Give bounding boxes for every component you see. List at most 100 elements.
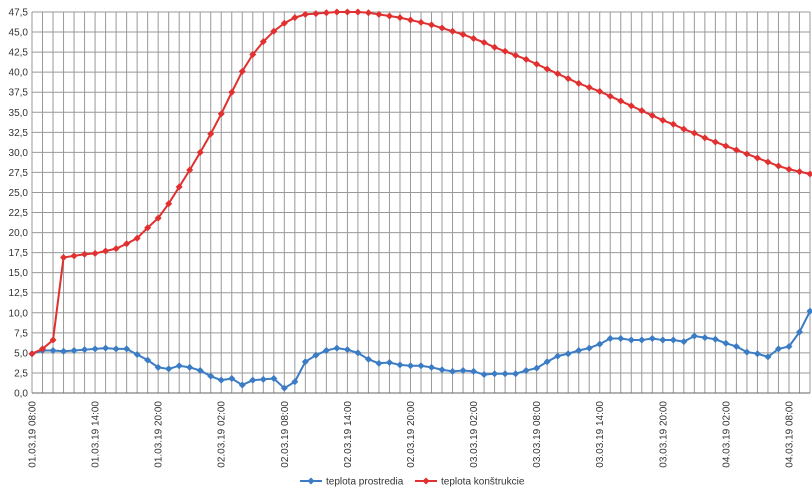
point xyxy=(438,366,446,374)
point xyxy=(669,336,677,344)
point xyxy=(144,356,152,364)
y-tick-label: 40,0 xyxy=(9,68,29,79)
legend-label: teplota prostredia xyxy=(326,477,404,488)
point xyxy=(617,334,625,342)
point xyxy=(175,362,183,370)
y-tick-label: 32,5 xyxy=(9,128,29,139)
point xyxy=(49,336,57,344)
point xyxy=(417,362,425,370)
point xyxy=(207,130,215,138)
point xyxy=(291,14,299,22)
y-tick-label: 22,5 xyxy=(9,208,29,219)
point xyxy=(270,375,278,383)
y-tick-label: 25,0 xyxy=(9,188,29,199)
y-tick-label: 20,0 xyxy=(9,228,29,239)
point xyxy=(186,166,194,174)
point xyxy=(806,170,812,178)
x-tick-label: 04.03.19 08:00 xyxy=(784,401,795,468)
point xyxy=(680,338,688,346)
point xyxy=(249,376,257,384)
point xyxy=(627,336,635,344)
x-tick-label: 03.03.19 08:00 xyxy=(532,401,543,468)
point xyxy=(102,247,110,255)
x-tick-label: 03.03.19 20:00 xyxy=(658,401,669,468)
point xyxy=(690,332,698,340)
point xyxy=(186,363,194,371)
point xyxy=(774,345,782,353)
point xyxy=(585,344,593,352)
point xyxy=(238,381,246,389)
point xyxy=(428,363,436,371)
point xyxy=(375,10,383,18)
point xyxy=(196,148,204,156)
point xyxy=(70,346,78,354)
point xyxy=(207,372,215,380)
y-tick-label: 17,5 xyxy=(9,248,29,259)
point xyxy=(606,92,614,100)
point xyxy=(732,146,740,154)
x-tick-label: 02.03.19 08:00 xyxy=(280,401,291,468)
point xyxy=(459,367,467,375)
point xyxy=(238,67,246,75)
point xyxy=(491,43,499,51)
point xyxy=(39,345,47,353)
x-tick-label: 04.03.19 02:00 xyxy=(721,401,732,468)
point xyxy=(606,334,614,342)
point xyxy=(364,9,372,17)
point xyxy=(196,367,204,375)
point xyxy=(648,111,656,119)
x-tick-label: 02.03.19 14:00 xyxy=(343,401,354,468)
point xyxy=(291,378,299,386)
point xyxy=(228,88,236,96)
point xyxy=(659,116,667,124)
x-tick-label: 02.03.19 02:00 xyxy=(217,401,228,468)
point xyxy=(280,19,288,27)
point xyxy=(501,370,509,378)
point xyxy=(638,107,646,115)
point xyxy=(60,253,68,261)
point xyxy=(228,375,236,383)
point xyxy=(301,10,309,18)
point xyxy=(217,376,225,384)
point xyxy=(259,375,267,383)
point xyxy=(596,87,604,95)
point xyxy=(480,38,488,46)
point xyxy=(428,21,436,29)
point xyxy=(154,363,162,371)
point xyxy=(70,252,78,260)
point xyxy=(533,364,541,372)
point xyxy=(785,342,793,350)
point xyxy=(49,346,57,354)
point xyxy=(175,183,183,191)
point xyxy=(354,349,362,357)
point xyxy=(701,334,709,342)
point xyxy=(701,134,709,142)
legend-marker xyxy=(422,477,430,485)
point xyxy=(270,27,278,35)
point xyxy=(522,55,530,63)
point xyxy=(449,367,457,375)
point xyxy=(491,370,499,378)
point xyxy=(617,97,625,105)
point xyxy=(470,34,478,42)
point xyxy=(259,38,267,46)
point xyxy=(112,245,120,253)
point xyxy=(165,200,173,208)
point xyxy=(732,342,740,350)
point xyxy=(753,154,761,162)
point xyxy=(564,350,572,358)
point xyxy=(806,307,812,315)
point xyxy=(301,358,309,366)
point xyxy=(575,79,583,87)
point xyxy=(144,224,152,232)
point xyxy=(385,12,393,20)
point xyxy=(585,83,593,91)
point xyxy=(354,8,362,16)
x-tick-label: 01.03.19 20:00 xyxy=(154,401,165,468)
point xyxy=(638,336,646,344)
point xyxy=(575,346,583,354)
point xyxy=(743,150,751,158)
point xyxy=(669,120,677,128)
point xyxy=(333,8,341,16)
